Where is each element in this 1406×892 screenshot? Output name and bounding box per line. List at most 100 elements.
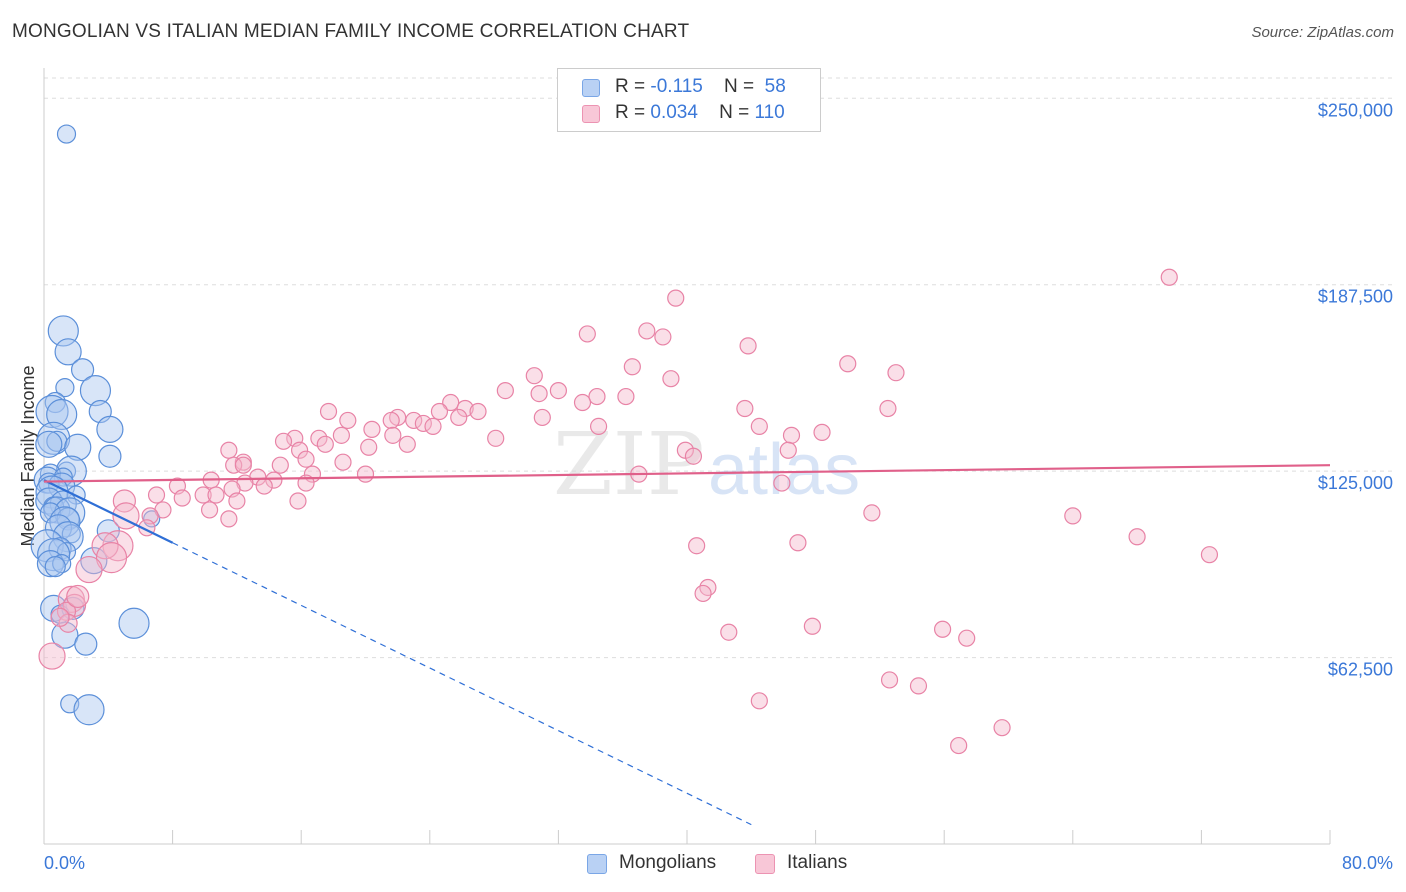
x-tick-label-min: 0.0%: [44, 853, 85, 873]
italian-point: [173, 489, 191, 507]
italian-point: [750, 692, 768, 710]
italian-point: [1064, 507, 1082, 525]
italian-point: [617, 387, 635, 406]
italian-point: [424, 417, 442, 435]
italian-point: [207, 486, 225, 504]
italian-point: [654, 328, 672, 346]
y-tick-label: $125,000: [1318, 473, 1393, 493]
italian-point: [430, 402, 449, 421]
italian-point: [38, 642, 66, 670]
y-tick-label: $62,500: [1328, 660, 1393, 680]
italian-point: [469, 402, 487, 421]
legend-label-mongolians: Mongolians: [619, 852, 717, 873]
italian-point: [382, 411, 400, 430]
italian-point: [684, 447, 703, 465]
italian-point: [456, 399, 474, 418]
italian-point: [525, 367, 543, 385]
italian-point: [274, 432, 293, 450]
legend-r-value: -0.115: [650, 76, 703, 97]
italian-point: [720, 623, 738, 641]
mongolian-point: [56, 461, 77, 481]
legend-swatch-pink: [582, 105, 600, 123]
italian-point: [887, 364, 905, 382]
mongolian-point: [54, 338, 82, 366]
mongolian-point: [56, 542, 77, 562]
watermark: ZIP atlas: [553, 415, 860, 515]
italian-point: [297, 450, 315, 468]
italian-point: [225, 456, 243, 474]
italian-point: [405, 411, 423, 430]
italian-point: [803, 617, 821, 635]
italian-point: [398, 435, 416, 453]
italian-point: [332, 426, 350, 444]
italian-point: [265, 471, 283, 489]
italian-point: [147, 486, 166, 504]
italian-point: [782, 426, 801, 444]
italian-point: [234, 456, 252, 474]
stats-legend: R = -0.115 N = 58 R = 0.034 N = 110: [557, 68, 821, 132]
trend-lines: [43, 464, 1331, 826]
italian-point: [450, 408, 468, 427]
italian-point: [909, 677, 928, 695]
legend-n-label: N =: [719, 102, 750, 123]
mongolian-trend-extension: [172, 542, 752, 826]
italian-point: [667, 289, 685, 307]
y-tick-label: $187,500: [1318, 287, 1393, 307]
italian-point: [112, 489, 136, 513]
italian-point: [688, 537, 706, 555]
italian-point: [863, 504, 881, 522]
mongolian-point: [44, 555, 66, 578]
italian-point: [316, 435, 334, 453]
italian-point: [75, 555, 103, 584]
italian-point: [289, 492, 307, 510]
mongolian-point: [96, 415, 124, 443]
mongolian-point: [30, 529, 64, 563]
italian-point: [588, 387, 606, 406]
italian-point: [773, 474, 791, 492]
italian-point: [1128, 528, 1146, 546]
legend-swatch-italians: [755, 854, 775, 874]
mongolian-point: [44, 514, 73, 542]
italian-point: [50, 607, 70, 627]
mongolian-point: [70, 358, 95, 382]
italian-point: [533, 408, 551, 427]
legend-n-value: 110: [754, 102, 785, 123]
mongolian-trend-line: [43, 479, 174, 544]
mongolian-point: [73, 694, 105, 726]
italian-point: [339, 411, 357, 430]
italian-point: [993, 719, 1011, 737]
italian-point: [310, 429, 328, 447]
italian-point: [442, 393, 460, 412]
mongolian-point: [35, 430, 63, 458]
gridlines: [44, 77, 1393, 659]
mongolian-point: [143, 510, 161, 528]
mongolian-point: [35, 394, 69, 429]
legend-swatch-mongolians: [587, 854, 607, 874]
italian-point: [384, 426, 402, 444]
y-tick-label: $250,000: [1318, 100, 1393, 120]
chart-title: MONGOLIAN VS ITALIAN MEDIAN FAMILY INCOM…: [12, 21, 690, 42]
legend-n-value: 58: [764, 76, 786, 97]
mongolian-point: [74, 632, 98, 656]
mongolian-point: [52, 554, 72, 574]
italian-point: [623, 358, 641, 376]
italian-point: [880, 671, 899, 689]
italian-trend-line: [43, 464, 1331, 483]
italian-point: [662, 370, 680, 388]
italians-points: [38, 268, 1219, 755]
legend-r-label: R =: [615, 76, 646, 97]
source-label: Source: ZipAtlas.com: [1251, 24, 1394, 41]
mongolian-point: [56, 124, 77, 144]
mongolian-point: [98, 444, 122, 468]
mongolian-point: [79, 375, 112, 407]
italian-point: [779, 441, 797, 459]
italian-point: [290, 441, 309, 459]
legend-r-label: R =: [615, 102, 646, 123]
italian-point: [319, 402, 338, 421]
italian-point: [933, 620, 952, 638]
italian-point: [414, 414, 432, 433]
x-tick-label-max: 80.0%: [1342, 853, 1393, 873]
italian-point: [220, 510, 238, 528]
italian-point: [255, 477, 273, 495]
